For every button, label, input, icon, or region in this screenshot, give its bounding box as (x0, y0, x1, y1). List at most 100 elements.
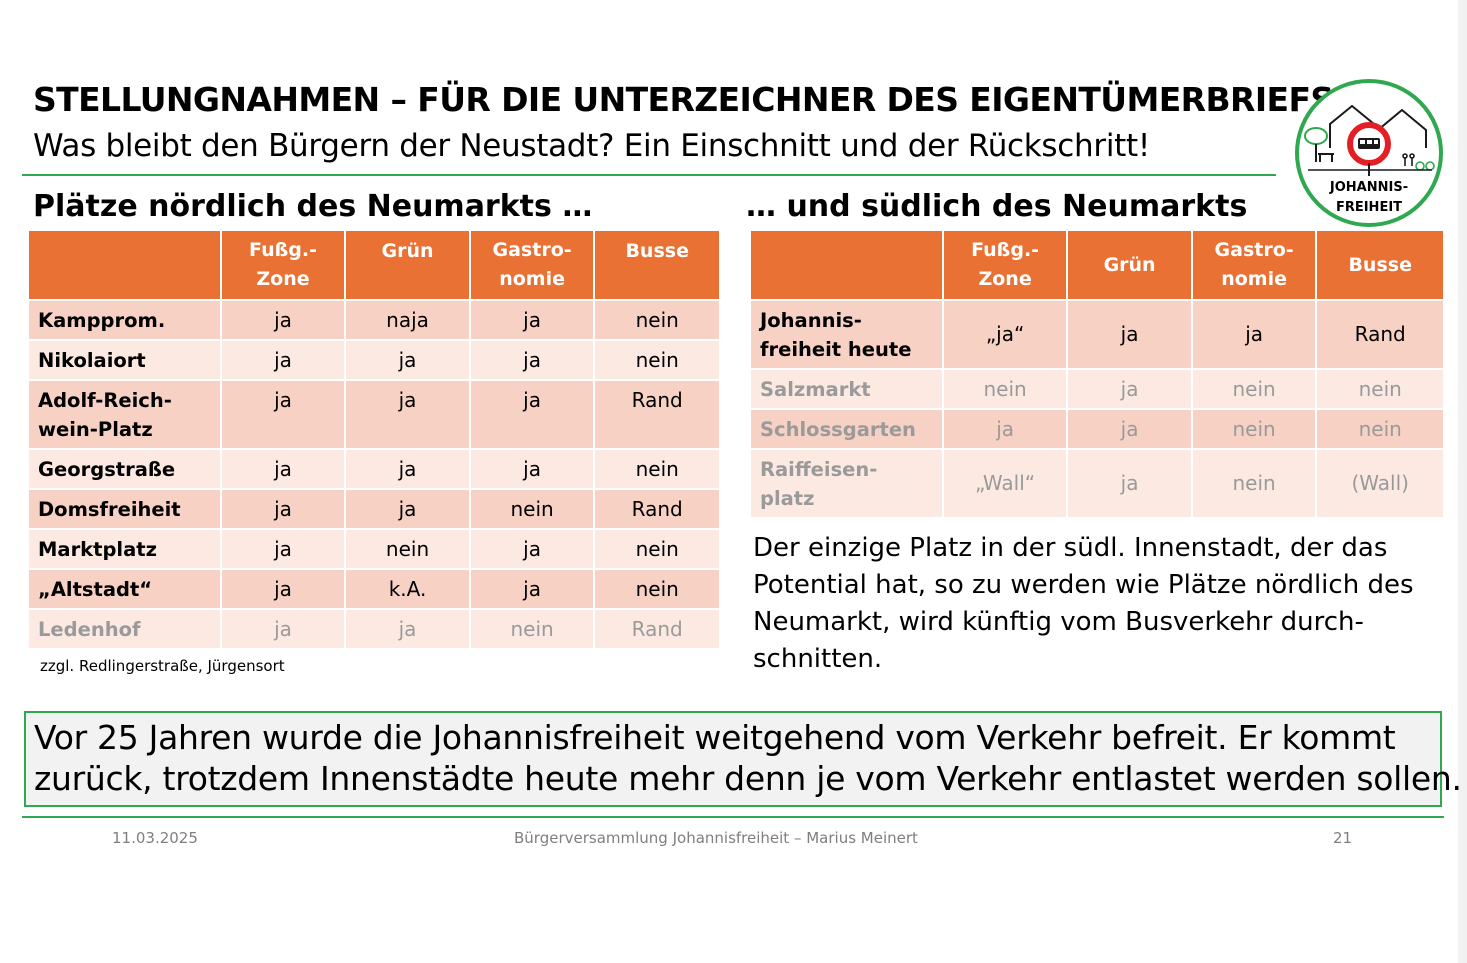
footer-divider (22, 816, 1444, 818)
cell-gastronomy: nein (1192, 450, 1316, 517)
cell-buses: Rand (595, 381, 719, 448)
place-name: Nikolaiort (29, 341, 220, 379)
cell-gastronomy: ja (470, 570, 594, 608)
bench-icon (1318, 153, 1334, 162)
johannisfreiheit-logo: JOHANNIS- FREIHEIT (1295, 79, 1443, 227)
table-row: Salzmarkt nein ja nein nein (751, 370, 1443, 408)
column-header-place (29, 231, 220, 299)
cell-gastronomy: ja (470, 450, 594, 488)
place-name: Kampprom. (29, 301, 220, 339)
table-row: Georgstraße ja ja ja nein (29, 450, 719, 488)
table-row: Adolf-Reich- wein-Platz ja ja ja Rand (29, 381, 719, 448)
place-name: Georgstraße (29, 450, 220, 488)
cell-pedestrian-zone: „ja“ (943, 301, 1067, 368)
cell-gastronomy: nein (470, 610, 594, 648)
cell-pedestrian-zone: ja (221, 530, 345, 568)
cell-buses: (Wall) (1317, 450, 1443, 517)
column-header-buses: Busse (595, 231, 719, 299)
place-name: Johannis- freiheit heute (751, 301, 942, 368)
cell-buses: nein (595, 341, 719, 379)
cell-green: ja (1068, 301, 1191, 368)
callout-line-2: zurück, trotzdem Innenstädte heute mehr … (34, 759, 1462, 798)
cell-green: ja (346, 490, 469, 528)
cell-green: k.A. (346, 570, 469, 608)
cell-green: nein (346, 530, 469, 568)
column-header-buses: Busse (1317, 231, 1443, 299)
column-header-gastronomy: Gastro- nomie (470, 231, 594, 299)
cell-gastronomy: ja (470, 301, 594, 339)
south-heading: … und südlich des Neumarkts (746, 189, 1248, 224)
table-row: „Altstadt“ ja k.A. ja nein (29, 570, 719, 608)
cell-green: ja (346, 381, 469, 448)
cell-pedestrian-zone: ja (943, 410, 1067, 448)
south-places-table: Fußg.- Zone Grün Gastro- nomie Busse Joh… (749, 229, 1445, 519)
cell-green: ja (346, 341, 469, 379)
footer-page-number: 21 (1333, 829, 1353, 847)
place-name: „Altstadt“ (29, 570, 220, 608)
column-header-green: Grün (346, 231, 469, 299)
table-row: Marktplatz ja nein ja nein (29, 530, 719, 568)
cell-buses: nein (595, 570, 719, 608)
cell-green: ja (346, 450, 469, 488)
cell-green: ja (1068, 410, 1191, 448)
slide-edge (1458, 0, 1467, 963)
cell-gastronomy: nein (1192, 410, 1316, 448)
cell-gastronomy: nein (1192, 370, 1316, 408)
cell-gastronomy: ja (470, 381, 594, 448)
table-row: Kampprom. ja naja ja nein (29, 301, 719, 339)
cell-buses: nein (595, 530, 719, 568)
cell-green: ja (1068, 450, 1191, 517)
south-paragraph: Der einzige Platz in der südl. Innenstad… (753, 533, 1414, 674)
footer-date: 11.03.2025 (112, 829, 198, 847)
header-text: Gastro- nomie (1214, 239, 1294, 290)
table-row: Domsfreiheit ja ja nein Rand (29, 490, 719, 528)
table-row: Johannis- freiheit heute „ja“ ja ja Rand (751, 301, 1443, 368)
no-bus-sign-icon (1347, 122, 1391, 176)
cell-green: ja (346, 610, 469, 648)
header-text: Fußg.- Zone (971, 239, 1040, 290)
callout-box: Vor 25 Jahren wurde die Johannisfreiheit… (24, 711, 1462, 807)
north-places-table: Fußg.- Zone Grün Gastro- nomie Busse Kam… (27, 229, 721, 650)
cell-pedestrian-zone: ja (221, 381, 345, 448)
header-text: Fußg.- Zone (249, 239, 317, 290)
place-name: Raiffeisen- platz (751, 450, 942, 517)
cell-buses: Rand (595, 610, 719, 648)
cell-pedestrian-zone: „Wall“ (943, 450, 1067, 517)
footer-center: Bürgerversammlung Johannisfreiheit – Mar… (514, 829, 918, 847)
place-name: Salzmarkt (751, 370, 942, 408)
cell-pedestrian-zone: nein (943, 370, 1067, 408)
title-divider (22, 174, 1276, 176)
table-row: Raiffeisen- platz „Wall“ ja nein (Wall) (751, 450, 1443, 517)
cell-pedestrian-zone: ja (221, 341, 345, 379)
callout-text: Vor 25 Jahren wurde die Johannisfreiheit… (34, 717, 1462, 799)
table-footnote: zzgl. Redlingerstraße, Jürgensort (40, 657, 285, 675)
table-row: Ledenhof ja ja nein Rand (29, 610, 719, 648)
place-name: Marktplatz (29, 530, 220, 568)
cell-buses: Rand (1317, 301, 1443, 368)
cell-green: naja (346, 301, 469, 339)
logo-text-line1: JOHANNIS- (1329, 180, 1408, 195)
column-header-green: Grün (1068, 231, 1191, 299)
column-header-gastronomy: Gastro- nomie (1192, 231, 1316, 299)
header-text: Gastro- nomie (492, 239, 572, 290)
cell-buses: nein (595, 301, 719, 339)
table-row: Nikolaiort ja ja ja nein (29, 341, 719, 379)
place-name: Ledenhof (29, 610, 220, 648)
cell-buses: nein (1317, 410, 1443, 448)
cell-gastronomy: ja (470, 530, 594, 568)
slide-subtitle: Was bleibt den Bürgern der Neustadt? Ein… (33, 128, 1150, 164)
cell-gastronomy: ja (1192, 301, 1316, 368)
column-header-pedestrian-zone: Fußg.- Zone (943, 231, 1067, 299)
cell-gastronomy: ja (470, 341, 594, 379)
cell-pedestrian-zone: ja (221, 610, 345, 648)
column-header-pedestrian-zone: Fußg.- Zone (221, 231, 345, 299)
column-header-place (751, 231, 942, 299)
cell-pedestrian-zone: ja (221, 490, 345, 528)
logo-text-line2: FREIHEIT (1336, 200, 1402, 215)
place-name: Domsfreiheit (29, 490, 220, 528)
cell-green: ja (1068, 370, 1191, 408)
cell-pedestrian-zone: ja (221, 570, 345, 608)
cell-pedestrian-zone: ja (221, 450, 345, 488)
slide-title: STELLUNGNAHMEN – FÜR DIE UNTERZEICHNER D… (33, 80, 1334, 119)
cell-buses: Rand (595, 490, 719, 528)
